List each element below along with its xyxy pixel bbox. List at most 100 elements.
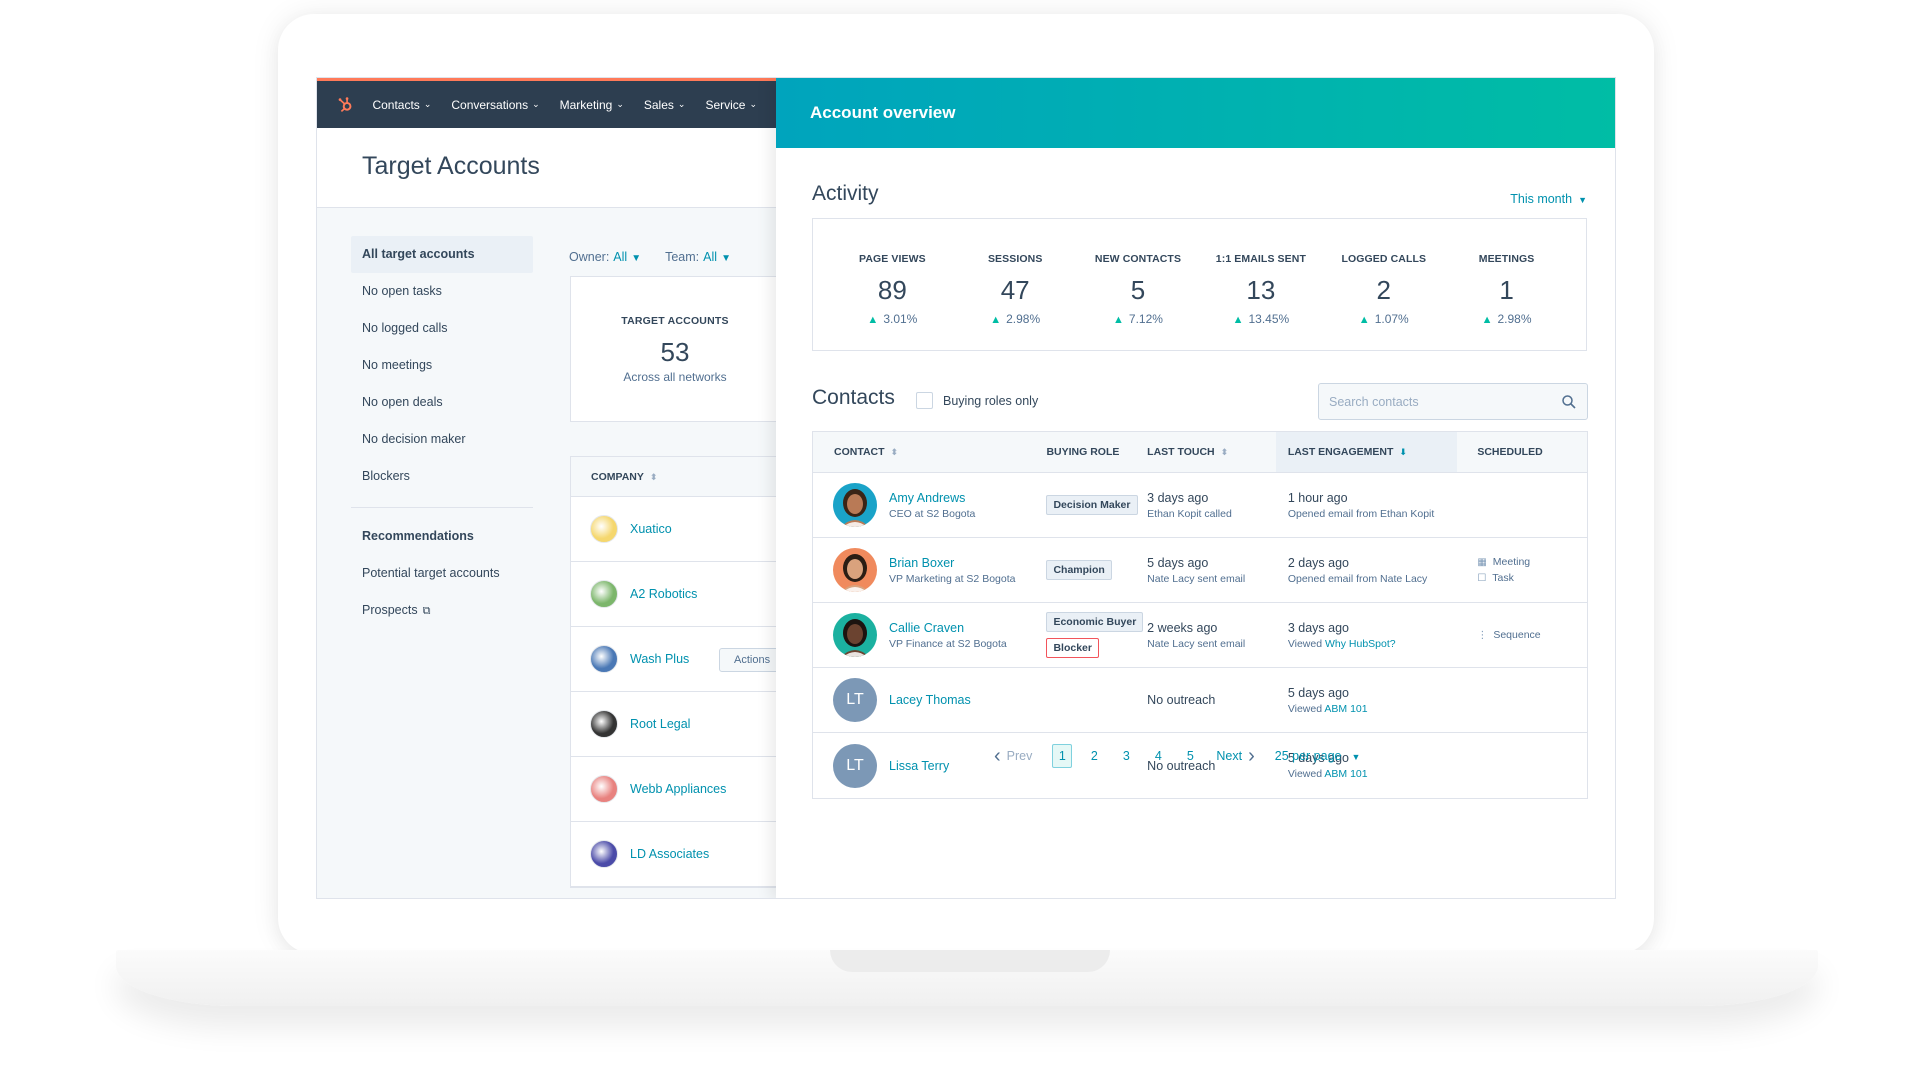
nav-item-contacts[interactable]: Contacts ⌄: [372, 98, 431, 112]
sidebar-item-label: No meetings: [362, 358, 433, 372]
stat-change-value: 7.12%: [1128, 312, 1163, 326]
page-1-button[interactable]: 1: [1052, 744, 1073, 768]
company-name-link[interactable]: Xuatico: [630, 522, 672, 536]
per-page-dropdown[interactable]: 25 per page ▼: [1275, 749, 1361, 763]
company-name-link[interactable]: Wash Plus: [630, 652, 690, 666]
search-icon[interactable]: [1561, 394, 1577, 410]
contact-name-link[interactable]: Lissa Terry: [889, 758, 950, 773]
sidebar-item-blockers[interactable]: Blockers: [351, 458, 533, 495]
stat-change-value: 2.98%: [1497, 312, 1532, 326]
buying-role-tag[interactable]: Decision Maker: [1046, 495, 1138, 515]
company-name-link[interactable]: Webb Appliances: [630, 782, 727, 796]
sidebar-item-no-decision-maker[interactable]: No decision maker: [351, 421, 533, 458]
hubspot-logo-icon[interactable]: [337, 92, 354, 118]
team-filter[interactable]: Team: All ▼: [665, 250, 731, 264]
last-engagement-cell: 5 days ago Viewed ABM 101: [1276, 668, 1458, 732]
engagement-action: Opened email from Ethan Kopit: [1287, 507, 1435, 520]
nav-item-service[interactable]: Service ⌄: [705, 98, 757, 112]
last-touch-detail: Nate Lacy sent email: [1147, 637, 1246, 650]
contact-info: Brian Boxer VP Marketing at S2 Bogota: [889, 556, 1015, 585]
company-row[interactable]: Root Legal: [571, 692, 779, 757]
scheduled-item[interactable]: ▦ Meeting: [1477, 556, 1587, 568]
buying-role-tag[interactable]: Economic Buyer: [1046, 612, 1144, 632]
scheduled-item[interactable]: ☐ Task: [1477, 572, 1587, 584]
sidebar-item-no-open-tasks[interactable]: No open tasks: [351, 273, 533, 310]
company-name-link[interactable]: A2 Robotics: [630, 587, 698, 601]
avatar[interactable]: [833, 613, 877, 657]
nav-item-conversations[interactable]: Conversations ⌄: [451, 98, 539, 112]
owner-filter-value: All: [613, 250, 628, 264]
engagement-asset-link[interactable]: ABM 101: [1324, 768, 1368, 780]
page-2-button[interactable]: 2: [1090, 749, 1098, 763]
company-row[interactable]: Webb Appliances: [571, 757, 779, 822]
avatar[interactable]: [833, 483, 877, 527]
contact-info: Callie Craven VP Finance at S2 Bogota: [889, 621, 1007, 650]
sidebar-item-potential-target-accounts[interactable]: Potential target accounts: [351, 555, 533, 592]
sidebar-item-prospects[interactable]: Prospects ⧉: [351, 592, 533, 629]
company-name-link[interactable]: Root Legal: [630, 717, 691, 731]
contact-name-link[interactable]: Brian Boxer: [889, 555, 955, 570]
nav-item-marketing[interactable]: Marketing ⌄: [560, 98, 624, 112]
stat-label: 1:1 EMAILS SENT: [1215, 253, 1306, 265]
triangle-up-icon: ▲: [990, 314, 1002, 326]
contact-name-link[interactable]: Callie Craven: [889, 620, 965, 635]
owner-filter[interactable]: Owner: All ▼: [569, 250, 641, 264]
contact-name-link[interactable]: Amy Andrews: [889, 490, 966, 505]
sidebar-item-no-meetings[interactable]: No meetings: [351, 347, 533, 384]
buying-roles-filter[interactable]: Buying roles only: [916, 392, 1038, 409]
scheduled-label: Meeting: [1492, 556, 1531, 568]
prev-page-button[interactable]: Prev: [1006, 749, 1033, 763]
sequence-icon: ⋮: [1477, 629, 1488, 641]
buying-role-cell: [1026, 668, 1147, 732]
buying-role-tag[interactable]: Champion: [1046, 560, 1112, 580]
buying-role-cell: Decision Maker: [1026, 473, 1147, 537]
blocker-tag[interactable]: Blocker: [1046, 638, 1099, 658]
last-engagement-column-header[interactable]: LAST ENGAGEMENT ⬇: [1275, 432, 1458, 472]
buying-role-header-label: BUYING ROLE: [1046, 446, 1120, 458]
company-row[interactable]: A2 Robotics: [571, 562, 779, 627]
avatar[interactable]: LT: [833, 678, 877, 722]
sidebar-item-no-logged-calls[interactable]: No logged calls: [351, 310, 533, 347]
company-row[interactable]: Wash Plus Actions: [571, 627, 786, 692]
per-page-label: 25 per page: [1274, 749, 1342, 763]
stat-sessions: SESSIONS 47 ▲ 2.98%: [970, 253, 1060, 326]
chevron-left-icon[interactable]: ‹: [994, 745, 1001, 767]
summary-subtitle: Across all networks: [623, 370, 727, 384]
page-4-button[interactable]: 4: [1154, 749, 1162, 763]
engagement-asset-link[interactable]: ABM 101: [1324, 702, 1368, 715]
table-row: LT Lissa Terry No outreach 5 days ago Viewed…: [813, 733, 1587, 798]
avatar[interactable]: [833, 548, 877, 592]
owner-filter-label: Owner:: [569, 250, 610, 264]
external-link-icon: ⧉: [422, 605, 431, 617]
company-row[interactable]: Xuatico: [571, 497, 779, 562]
buying-roles-checkbox[interactable]: [916, 392, 933, 409]
contact-cell: Brian Boxer VP Marketing at S2 Bogota: [813, 538, 1026, 602]
company-row[interactable]: LD Associates: [571, 822, 779, 887]
actions-button[interactable]: Actions: [719, 648, 786, 672]
engagement-action: Viewed: [1287, 702, 1323, 715]
contact-name-link[interactable]: Lacey Thomas: [889, 693, 971, 707]
last-engagement-header-label: LAST ENGAGEMENT: [1287, 446, 1394, 458]
search-placeholder: Search contacts: [1329, 394, 1419, 409]
nav-item-sales[interactable]: Sales ⌄: [644, 98, 686, 112]
sidebar-item-all-target-accounts[interactable]: All target accounts: [351, 236, 533, 273]
page-3-button[interactable]: 3: [1122, 749, 1130, 763]
sidebar-item-no-open-deals[interactable]: No open deals: [351, 384, 533, 421]
company-name-link[interactable]: LD Associates: [630, 847, 710, 861]
summary-label: TARGET ACCOUNTS: [621, 315, 729, 327]
engagement-asset-link[interactable]: Why HubSpot?: [1324, 637, 1396, 650]
activity-range-dropdown[interactable]: This month ▼: [1510, 192, 1587, 206]
table-row: Callie Craven VP Finance at S2 Bogota Econ…: [813, 603, 1587, 668]
last-engagement-cell: 2 days ago Opened email from Nate Lacy: [1276, 538, 1458, 602]
avatar[interactable]: LT: [833, 743, 877, 788]
page-5-button[interactable]: 5: [1186, 749, 1194, 763]
contact-column-header[interactable]: CONTACT ⬍: [813, 432, 1026, 472]
next-page-button[interactable]: Next: [1216, 749, 1243, 763]
last-touch-column-header[interactable]: LAST TOUCH ⬍: [1147, 432, 1276, 472]
company-column-header[interactable]: COMPANY ⬍: [571, 457, 779, 497]
search-contacts-input[interactable]: Search contacts: [1318, 383, 1588, 420]
last-touch-time: No outreach: [1147, 693, 1216, 707]
scheduled-item[interactable]: ⋮ Sequence: [1477, 629, 1587, 641]
chevron-right-icon[interactable]: ›: [1248, 745, 1255, 767]
contact-cell: LT Lissa Terry: [813, 733, 1026, 798]
